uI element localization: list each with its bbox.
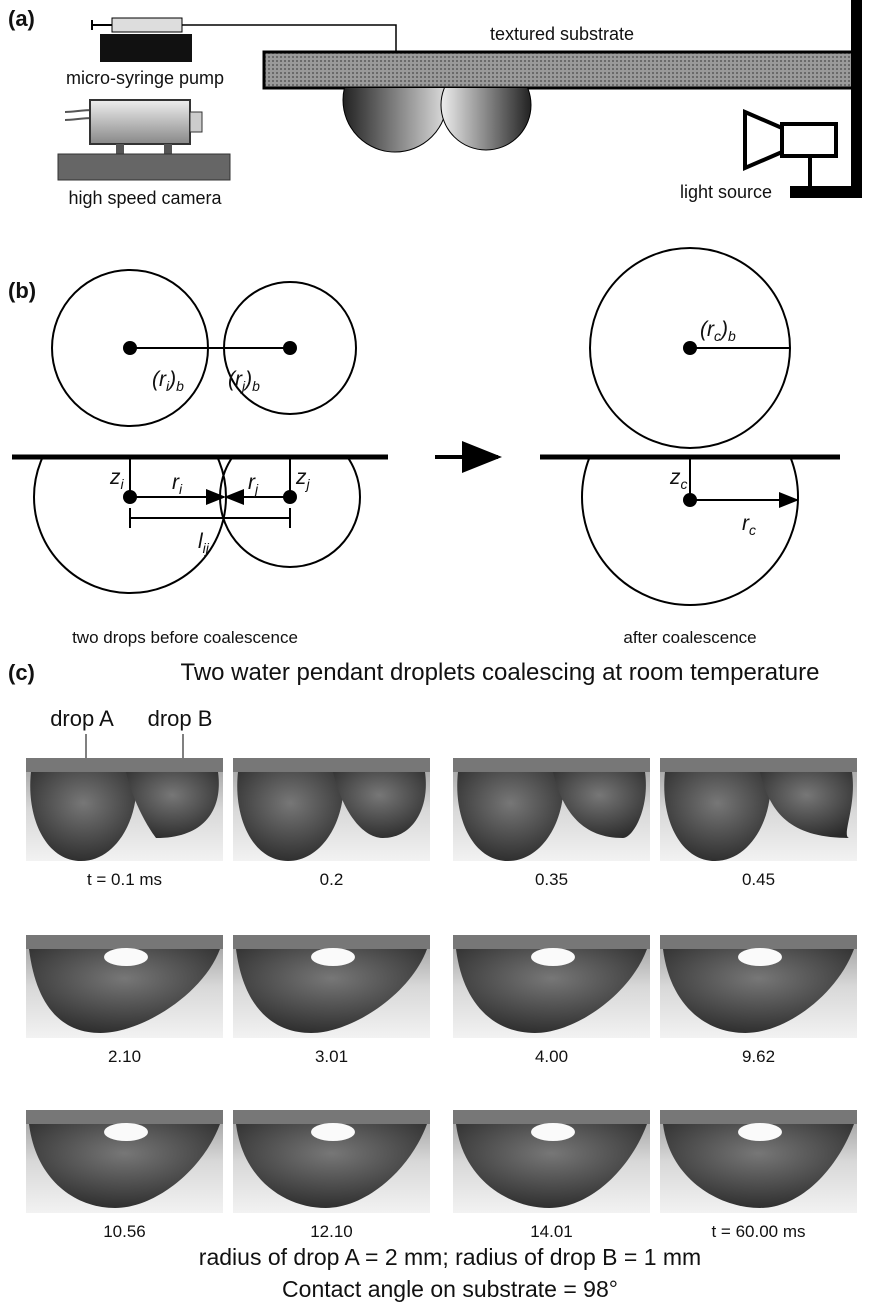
math-label: (ri)b — [152, 368, 184, 394]
substrate — [262, 0, 862, 198]
drop-b-label: drop B — [148, 706, 213, 731]
schematic — [12, 247, 840, 606]
frame — [660, 1110, 857, 1213]
math-label: zj — [295, 466, 311, 492]
frame-caption: 3.01 — [315, 1047, 348, 1066]
symbol-part: j — [240, 378, 246, 394]
frame-caption: 9.62 — [742, 1047, 775, 1066]
symbol-part: ) — [242, 368, 252, 391]
syringe-pump — [91, 17, 397, 62]
frame — [26, 935, 223, 1038]
frame-caption: 0.2 — [320, 870, 344, 889]
symbol-part: c — [714, 328, 721, 344]
symbol-part: i — [166, 378, 170, 394]
symbol-part: j — [305, 476, 311, 492]
symbol-part: (r — [152, 368, 167, 391]
frame — [660, 935, 857, 1038]
symbol-part: r — [248, 471, 256, 494]
math-label: rc — [742, 512, 756, 538]
frame-caption: 0.45 — [742, 870, 775, 889]
frame — [453, 758, 650, 861]
caption-after: after coalescence — [623, 628, 756, 647]
symbol-part: ij — [203, 540, 210, 556]
note: radius of drop A = 2 mm; radius of drop … — [199, 1244, 701, 1270]
math-label: zc — [669, 466, 688, 492]
math-label: ri — [172, 471, 183, 497]
symbol-part: i — [179, 481, 183, 497]
frame — [26, 758, 223, 861]
math-label: zi — [109, 466, 125, 492]
substrate-label: textured substrate — [490, 24, 634, 44]
light-label: light source — [680, 182, 772, 202]
symbol-part: c — [681, 476, 688, 492]
frame-caption: t = 0.1 ms — [87, 870, 162, 889]
symbol-part: l — [198, 530, 204, 553]
frame — [233, 935, 430, 1038]
frame-caption: 12.10 — [310, 1222, 353, 1241]
frame-caption: 10.56 — [103, 1222, 146, 1241]
pump-label: micro-syringe pump — [66, 68, 224, 88]
symbol-part: z — [669, 466, 681, 489]
frame-caption: 14.01 — [530, 1222, 573, 1241]
panel-label: (c) — [8, 660, 35, 685]
panel-title: Two water pendant droplets coalescing at… — [180, 659, 819, 686]
caption-before: two drops before coalescence — [72, 628, 298, 647]
centers — [123, 341, 697, 507]
math-label: (rj)b — [228, 368, 260, 394]
symbol-part: (r — [700, 318, 715, 341]
symbol-part: ) — [718, 318, 728, 341]
frame-caption: 4.00 — [535, 1047, 568, 1066]
symbol-part: (r — [228, 368, 243, 391]
frame — [233, 1110, 430, 1213]
light-source — [743, 108, 838, 188]
frame — [26, 1110, 223, 1213]
math-label: (rc)b — [700, 318, 736, 344]
frame — [660, 758, 857, 861]
frame-caption: t = 60.00 ms — [711, 1222, 805, 1241]
symbol-part: b — [176, 378, 184, 394]
math-label: lij — [198, 530, 210, 556]
math-label: rj — [248, 471, 259, 497]
symbol-part: j — [253, 481, 259, 497]
symbol-part: c — [749, 522, 756, 538]
frame — [233, 758, 430, 861]
symbol-part: z — [109, 466, 121, 489]
symbol-part: i — [121, 476, 125, 492]
symbol-part: z — [295, 466, 307, 489]
symbol-part: b — [252, 378, 260, 394]
panel-label: (b) — [8, 278, 36, 303]
note: Contact angle on substrate = 98° — [282, 1276, 618, 1302]
camera-label: high speed camera — [68, 188, 222, 208]
frame-caption: 0.35 — [535, 870, 568, 889]
panel-label: (a) — [8, 6, 35, 31]
frame — [453, 935, 650, 1038]
symbol-part: ) — [166, 368, 176, 391]
drop-a-label: drop A — [50, 706, 114, 731]
camera — [57, 99, 231, 181]
symbol-part: b — [728, 328, 736, 344]
symbol-part: r — [172, 471, 180, 494]
frame-caption: 2.10 — [108, 1047, 141, 1066]
frame — [453, 1110, 650, 1213]
symbol-part: r — [742, 512, 750, 535]
